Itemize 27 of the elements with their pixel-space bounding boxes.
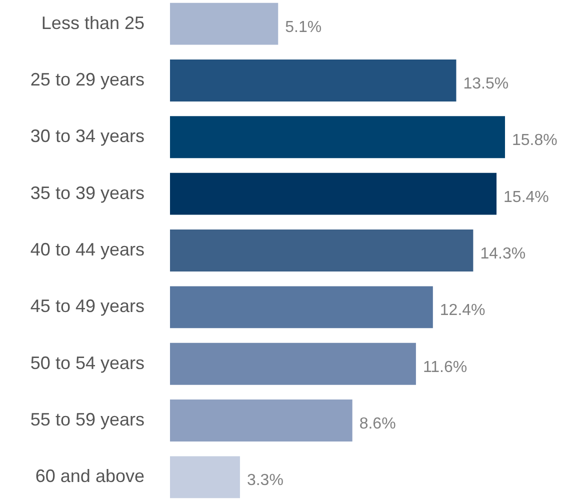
data-label: 15.4% — [504, 188, 549, 206]
data-label: 15.8% — [512, 132, 558, 150]
bar — [170, 286, 433, 328]
y-tick-label: 55 to 59 years — [30, 410, 144, 430]
bar — [170, 230, 474, 272]
bar — [170, 116, 505, 158]
y-tick-label: 50 to 54 years — [30, 352, 144, 373]
y-tick-label: 30 to 34 years — [30, 126, 144, 146]
bar — [170, 60, 456, 102]
bar — [170, 456, 240, 498]
data-label: 14.3% — [480, 246, 526, 262]
y-tick-label: 25 to 29 years — [30, 69, 144, 90]
data-label: 8.6% — [359, 416, 396, 433]
bar — [170, 172, 497, 215]
data-label: 12.4% — [440, 302, 486, 320]
data-label: 3.3% — [246, 472, 284, 490]
bar — [170, 400, 352, 442]
y-tick-label: Less than 25 — [41, 12, 144, 33]
data-label: 13.5% — [463, 75, 509, 92]
y-tick-label: 35 to 39 years — [30, 182, 144, 203]
y-tick-label: 60 and above — [35, 466, 144, 486]
data-label: 11.6% — [422, 358, 468, 376]
bar — [170, 342, 416, 385]
data-label: 5.1% — [285, 18, 322, 36]
bar — [170, 2, 278, 45]
y-tick-label: 45 to 49 years — [30, 296, 144, 316]
y-tick-label: 40 to 44 years — [30, 240, 144, 260]
